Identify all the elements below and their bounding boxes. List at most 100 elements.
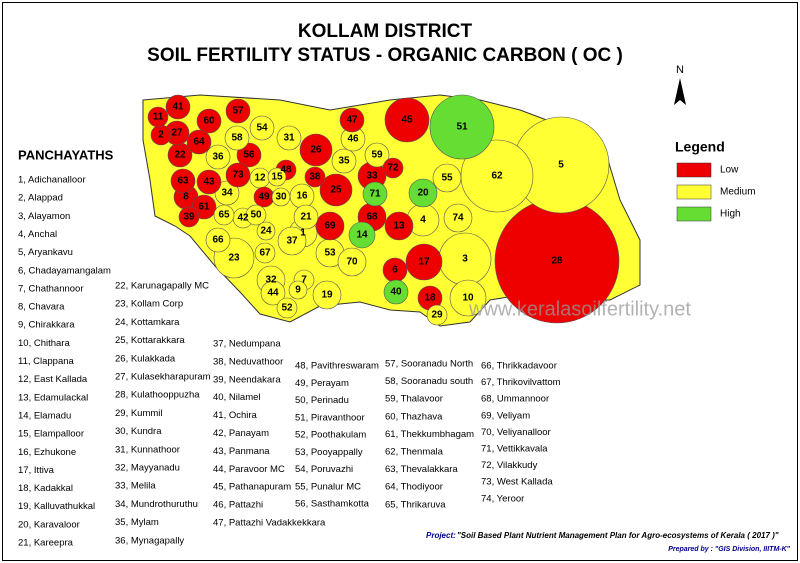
legend-swatch: [676, 184, 712, 200]
region-label: 60: [203, 116, 215, 127]
region-label: 1: [300, 228, 306, 239]
region-label: 20: [417, 188, 429, 199]
region-label: 16: [296, 191, 308, 202]
panchayath-entry: 40, Nilamel: [213, 392, 261, 403]
region-label: 68: [366, 212, 378, 223]
region: [383, 279, 409, 305]
region: [196, 108, 222, 134]
region-label: 71: [369, 189, 381, 200]
panchayath-entry: 46, Pattazhi: [213, 500, 263, 511]
region-label: 23: [228, 253, 240, 264]
region-label: 34: [221, 188, 233, 199]
region: [267, 167, 287, 187]
region-label: 4: [420, 215, 426, 226]
legend-label: Low: [720, 165, 739, 176]
region-label: 65: [218, 210, 230, 221]
region: [293, 204, 319, 230]
region: [339, 107, 365, 133]
panchayath-entry: 42, Panayam: [213, 428, 269, 439]
panchayath-entry: 10, Chithara: [18, 338, 70, 349]
region-label: 12: [254, 173, 266, 184]
region-label: 41: [172, 102, 184, 113]
region-label: 5: [558, 160, 564, 171]
panchayath-entry: 54, Poruvazhi: [295, 464, 353, 475]
region-label: 8: [183, 192, 189, 203]
region: [304, 166, 326, 188]
panchayath-entry: 11, Clappana: [18, 356, 75, 367]
panchayath-entry: 73, West Kallada: [481, 477, 553, 488]
region-label: 64: [193, 137, 205, 148]
panchayath-entry: 43, Panmana: [213, 446, 270, 457]
panchayath-entry: 34, Mundrothuruthu: [115, 499, 198, 510]
legend: Legend Low Medium High: [675, 139, 756, 222]
legend-label: High: [720, 209, 741, 220]
region-label: 25: [330, 185, 342, 196]
panchayath-entry: 59, Thalavoor: [385, 394, 443, 405]
panchayath-entry: 25, Kottarakkara: [115, 335, 185, 346]
panchayath-entry: 50, Perinadu: [295, 395, 349, 406]
panchayath-entry: 31, Kunnathoor: [115, 444, 180, 455]
panchayath-entry: 51, Piravanthoor: [295, 412, 365, 423]
region: [213, 204, 235, 226]
region: [276, 125, 302, 151]
panchayath-entry: 45, Pathanapuram: [213, 482, 291, 493]
region-label: 29: [431, 310, 443, 321]
panchayath-entry: 63, Thevalakkara: [385, 464, 458, 475]
region: [271, 187, 291, 207]
panchayath-entry: 9, Chirakkara: [18, 320, 75, 331]
region: [362, 181, 388, 207]
region: [382, 157, 404, 179]
region-label: 9: [295, 285, 301, 296]
panchayath-entry: 28, Kulathooppuzha: [115, 390, 200, 401]
region-label: 49: [258, 192, 270, 203]
region-label: 10: [462, 293, 474, 304]
region-label: 46: [347, 134, 359, 145]
panchayath-entry: 70, Veliyanalloor: [481, 427, 551, 438]
panchayath-entry: 19, Kalluvathukkal: [18, 501, 95, 512]
region-label: 11: [153, 112, 164, 123]
panchayath-entry: 39, Neendakara: [213, 374, 281, 385]
region-label: 44: [267, 288, 279, 299]
legend-swatch: [676, 206, 712, 222]
panchayath-entry: 56, Sasthamkotta: [295, 499, 370, 510]
panchayath-entry: 69, Veliyam: [481, 410, 530, 421]
panchayath-entry: 72, Vilakkudy: [481, 460, 538, 471]
region-label: 56: [243, 150, 255, 161]
region-label: 58: [231, 133, 243, 144]
region-label: 74: [452, 213, 464, 224]
region-label: 30: [275, 192, 287, 203]
region-label: 27: [171, 128, 183, 139]
region-label: 24: [260, 226, 272, 237]
region-label: 51: [456, 122, 468, 133]
region: [205, 144, 231, 170]
panchayath-entry: 60, Thazhava: [385, 411, 443, 422]
region-label: 36: [212, 152, 224, 163]
panchayath-entry: 64, Thodiyoor: [385, 482, 443, 493]
region-label: 43: [203, 177, 215, 188]
panchayath-entry: 14, Elamadu: [18, 410, 71, 421]
region: [432, 163, 462, 193]
region: [225, 162, 251, 188]
region-label: 55: [441, 173, 453, 184]
panchayath-entry: 4, Anchal: [18, 229, 57, 240]
region-label: 38: [309, 172, 321, 183]
panchayath-entry: 57, Sooranadu North: [385, 359, 473, 370]
legend-label: Medium: [720, 187, 756, 198]
region-label: 28: [551, 256, 563, 267]
region: [277, 226, 307, 256]
region: [429, 94, 495, 160]
region-label: 35: [338, 156, 350, 167]
panchayath-entry: 29, Kummil: [115, 408, 163, 419]
region-label: 18: [424, 293, 436, 304]
panchayath-entry: 68, Ummannoor: [481, 394, 549, 405]
panchayath-entry: 20, Karavaloor: [18, 519, 80, 530]
region-label: 69: [324, 221, 336, 232]
region-label: 53: [324, 248, 336, 259]
panchayath-entry: 7, Chathannoor: [18, 283, 84, 294]
north-arrow: [674, 78, 686, 105]
panchayath-entry: 61, Thekkumbhagam: [385, 429, 474, 440]
region: [443, 203, 473, 233]
regions: 1234567891011121314151617181920212223242…: [147, 94, 620, 326]
